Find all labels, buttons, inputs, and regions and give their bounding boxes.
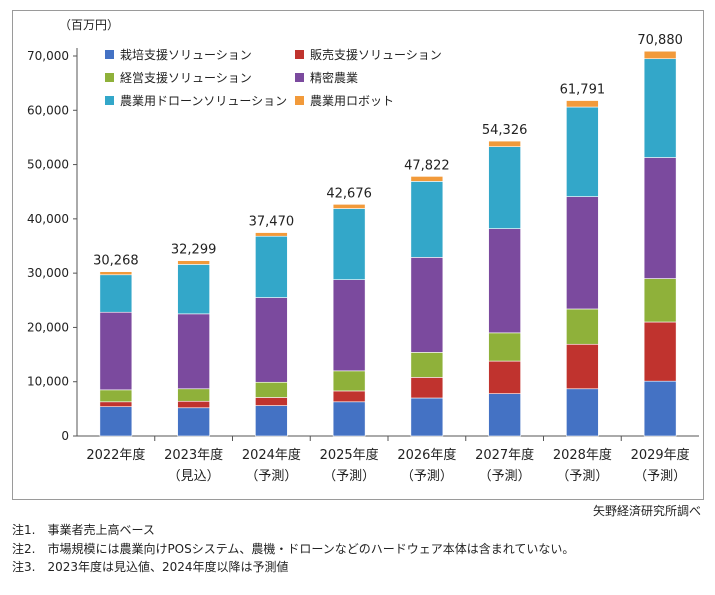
bar-segment bbox=[255, 232, 288, 237]
bar-segment bbox=[566, 100, 599, 108]
bar-segment bbox=[643, 50, 677, 60]
bar-segment bbox=[332, 370, 366, 392]
bar-segment bbox=[177, 313, 210, 390]
bar-segment bbox=[488, 146, 521, 229]
total-label: 30,268 bbox=[93, 254, 139, 269]
bar-segment bbox=[410, 377, 444, 399]
y-tick-label: 20,000 bbox=[27, 320, 69, 334]
note-1: 注1. 事業者売上高ベース bbox=[12, 523, 155, 537]
bar-segment bbox=[643, 58, 677, 158]
legend-label: 精密農業 bbox=[310, 70, 358, 85]
bar-segment bbox=[99, 401, 133, 407]
bar-segment bbox=[643, 278, 677, 323]
bar-segment bbox=[643, 157, 677, 279]
legend-label: 栽培支援ソリューション bbox=[120, 47, 252, 62]
total-label: 37,470 bbox=[249, 215, 295, 230]
bar-segment bbox=[255, 405, 288, 437]
category-label: 2027年度 bbox=[475, 447, 534, 463]
category-sublabel: （予測） bbox=[479, 469, 531, 484]
bar-segment bbox=[488, 140, 521, 147]
bar-segment bbox=[566, 308, 599, 345]
y-tick-label: 40,000 bbox=[27, 212, 69, 226]
bar-segment bbox=[255, 381, 288, 398]
y-tick-label: 30,000 bbox=[27, 266, 69, 280]
legend-label: 農業用ロボット bbox=[310, 94, 394, 108]
bar-segment bbox=[177, 260, 210, 265]
category-sublabel: （予測） bbox=[634, 469, 686, 484]
legend-swatch bbox=[295, 73, 304, 82]
total-label: 70,880 bbox=[637, 33, 683, 48]
bar-segment bbox=[410, 352, 444, 378]
bar-segment bbox=[566, 388, 599, 437]
bar-segment bbox=[99, 311, 133, 391]
legend-swatch bbox=[105, 73, 114, 82]
bar-segment bbox=[410, 397, 444, 437]
y-tick-label: 10,000 bbox=[27, 375, 69, 389]
stacked-bar-chart: （百万円） 0 10,000 20,000 30,000 40,000 50,000 60,0… bbox=[27, 18, 699, 484]
bar-segment bbox=[488, 228, 521, 334]
bar-segment bbox=[332, 279, 366, 372]
category-label: 2024年度 bbox=[242, 447, 301, 463]
bar-segment bbox=[488, 332, 521, 362]
total-label: 54,326 bbox=[482, 123, 528, 138]
bar-segment bbox=[410, 181, 444, 258]
bar-segment bbox=[566, 106, 599, 197]
y-tick-label: 70,000 bbox=[27, 49, 69, 63]
legend-swatch bbox=[105, 50, 114, 59]
bar-segment bbox=[643, 321, 677, 382]
legend-label: 農業用ドローンソリューション bbox=[120, 94, 287, 108]
bar-segment bbox=[255, 297, 288, 383]
note-3: 注3. 2023年度は見込値、2024年度以降は予測値 bbox=[12, 560, 289, 574]
total-label: 42,676 bbox=[326, 186, 372, 201]
bar-segment bbox=[488, 393, 521, 437]
bar-segment bbox=[332, 204, 366, 209]
category-label: 2022年度 bbox=[86, 447, 145, 463]
bar-segment bbox=[99, 271, 133, 276]
y-tick-label: 0 bbox=[61, 429, 69, 443]
bar-segment bbox=[332, 401, 366, 437]
bar-segment bbox=[177, 264, 210, 315]
y-tick-label: 60,000 bbox=[27, 103, 69, 117]
bar-segment bbox=[410, 257, 444, 353]
legend-label: 経営支援ソリューション bbox=[120, 71, 252, 85]
bar-segment bbox=[410, 176, 444, 182]
bar-segment bbox=[177, 400, 210, 409]
category-sublabel: （予測） bbox=[401, 469, 453, 484]
legend-label: 販売支援ソリューション bbox=[310, 47, 442, 62]
total-label: 32,299 bbox=[171, 243, 217, 258]
bar-segment bbox=[99, 389, 133, 403]
bar-segment bbox=[255, 397, 288, 406]
bar-segment bbox=[99, 274, 133, 313]
legend-swatch bbox=[295, 50, 304, 59]
category-sublabel: （予測） bbox=[556, 469, 608, 484]
y-tick-label: 50,000 bbox=[27, 158, 69, 172]
category-sublabel: （予測） bbox=[245, 469, 297, 484]
total-label: 47,822 bbox=[404, 158, 450, 173]
bar-segment bbox=[177, 388, 210, 402]
bar-segment bbox=[255, 235, 288, 298]
total-label: 61,791 bbox=[560, 83, 606, 98]
category-label: 2026年度 bbox=[397, 447, 456, 463]
category-sublabel: （見込） bbox=[168, 469, 220, 484]
unit-label: （百万円） bbox=[59, 18, 119, 32]
category-label: 2023年度 bbox=[164, 447, 223, 463]
bar-segment bbox=[99, 406, 133, 437]
category-label: 2029年度 bbox=[631, 447, 690, 463]
bar-segment bbox=[332, 390, 366, 403]
source-note: 矢野経済研究所調べ bbox=[592, 504, 701, 518]
bar-segment bbox=[566, 196, 599, 310]
bar-segment bbox=[566, 343, 599, 390]
bar-segment bbox=[488, 360, 521, 394]
legend-swatch bbox=[295, 96, 304, 105]
bar-segment bbox=[332, 208, 366, 280]
bar-segment bbox=[177, 407, 210, 437]
category-label: 2025年度 bbox=[320, 447, 379, 463]
notes: 注1. 事業者売上高ベース 注2. 市場規模には農業向けPOSシステム、農機・ド… bbox=[12, 521, 574, 577]
legend-swatch bbox=[105, 96, 114, 105]
category-sublabel: （予測） bbox=[323, 469, 375, 484]
category-label: 2028年度 bbox=[553, 447, 612, 463]
chart-frame: （百万円） 0 10,000 20,000 30,000 40,000 50,000 60,0… bbox=[12, 10, 704, 500]
bar-segment bbox=[643, 380, 677, 437]
note-2: 注2. 市場規模には農業向けPOSシステム、農機・ドローンなどのハードウェア本体… bbox=[12, 541, 575, 556]
